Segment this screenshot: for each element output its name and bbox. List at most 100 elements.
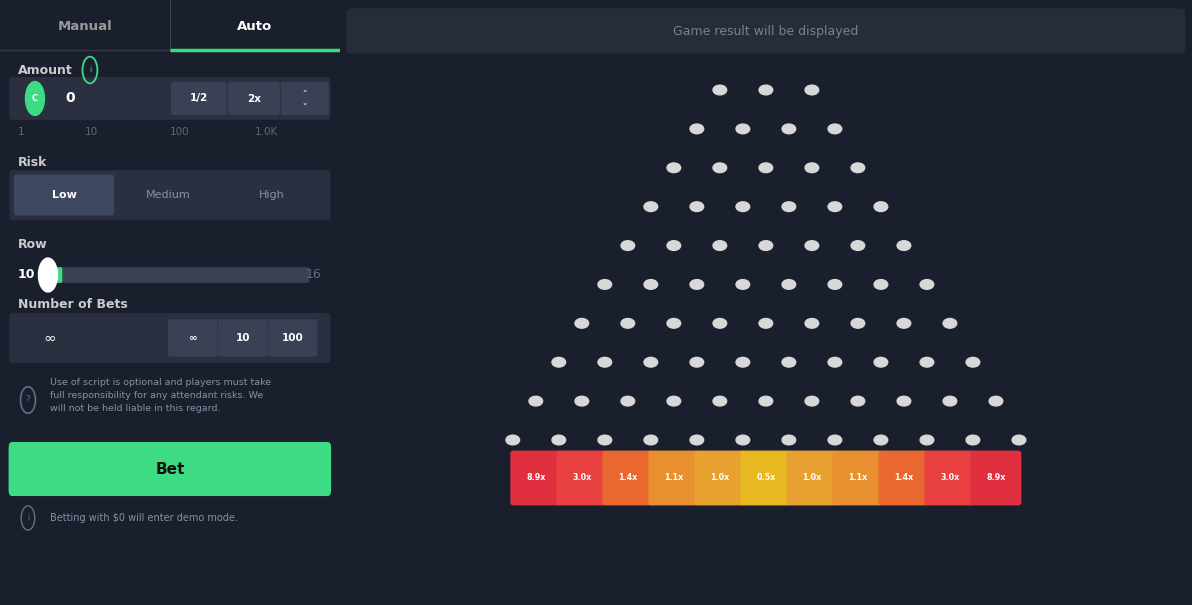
FancyBboxPatch shape xyxy=(10,313,330,363)
Circle shape xyxy=(38,258,57,292)
FancyBboxPatch shape xyxy=(228,82,280,115)
Circle shape xyxy=(713,241,727,250)
Circle shape xyxy=(529,396,542,406)
Circle shape xyxy=(505,435,520,445)
Circle shape xyxy=(851,241,864,250)
Text: 100: 100 xyxy=(169,127,190,137)
Circle shape xyxy=(668,241,681,250)
Circle shape xyxy=(782,202,796,212)
Text: 1: 1 xyxy=(18,127,25,137)
Text: 1.0K: 1.0K xyxy=(255,127,278,137)
Text: Betting with $0 will enter demo mode.: Betting with $0 will enter demo mode. xyxy=(50,513,238,523)
Circle shape xyxy=(713,85,727,95)
Circle shape xyxy=(920,280,933,289)
Circle shape xyxy=(782,435,796,445)
Circle shape xyxy=(989,396,1002,406)
Text: Manual: Manual xyxy=(57,19,112,33)
Circle shape xyxy=(713,318,727,328)
Circle shape xyxy=(575,318,589,328)
Circle shape xyxy=(874,202,888,212)
Circle shape xyxy=(552,435,566,445)
Text: 10: 10 xyxy=(236,333,250,343)
Circle shape xyxy=(782,358,796,367)
Circle shape xyxy=(1012,435,1026,445)
Circle shape xyxy=(644,280,658,289)
Circle shape xyxy=(668,318,681,328)
Text: 1.4x: 1.4x xyxy=(894,474,913,483)
FancyBboxPatch shape xyxy=(695,451,745,505)
FancyBboxPatch shape xyxy=(14,175,114,215)
Text: Number of Bets: Number of Bets xyxy=(18,298,128,312)
Circle shape xyxy=(690,202,703,212)
Circle shape xyxy=(966,435,980,445)
Circle shape xyxy=(828,124,842,134)
Circle shape xyxy=(828,280,842,289)
Circle shape xyxy=(598,280,611,289)
Circle shape xyxy=(735,202,750,212)
Text: C: C xyxy=(32,94,38,103)
Text: 100: 100 xyxy=(281,333,304,343)
FancyBboxPatch shape xyxy=(557,451,607,505)
Text: 8.9x: 8.9x xyxy=(986,474,1006,483)
Circle shape xyxy=(598,435,611,445)
Text: i: i xyxy=(88,65,91,74)
Circle shape xyxy=(713,163,727,172)
Circle shape xyxy=(828,358,842,367)
Text: 1.0x: 1.0x xyxy=(710,474,730,483)
Text: 3.0x: 3.0x xyxy=(572,474,591,483)
Text: Game result will be displayed: Game result will be displayed xyxy=(673,24,858,38)
Text: 8.9x: 8.9x xyxy=(526,474,546,483)
Text: 1.1x: 1.1x xyxy=(849,474,868,483)
FancyBboxPatch shape xyxy=(218,319,267,356)
FancyBboxPatch shape xyxy=(925,451,975,505)
Text: Amount: Amount xyxy=(18,64,73,76)
Circle shape xyxy=(805,396,819,406)
Text: 16: 16 xyxy=(306,269,322,281)
Circle shape xyxy=(621,396,634,406)
Circle shape xyxy=(920,435,933,445)
Circle shape xyxy=(851,318,864,328)
Circle shape xyxy=(644,358,658,367)
Text: 0: 0 xyxy=(64,91,75,105)
Circle shape xyxy=(644,435,658,445)
Circle shape xyxy=(735,280,750,289)
Text: 10: 10 xyxy=(18,269,36,281)
Circle shape xyxy=(575,396,589,406)
Circle shape xyxy=(943,396,957,406)
Circle shape xyxy=(621,318,634,328)
FancyBboxPatch shape xyxy=(602,451,653,505)
Circle shape xyxy=(621,241,634,250)
Circle shape xyxy=(828,435,842,445)
Text: 1.0x: 1.0x xyxy=(802,474,821,483)
Text: 0.5x: 0.5x xyxy=(756,474,776,483)
FancyBboxPatch shape xyxy=(740,451,791,505)
FancyBboxPatch shape xyxy=(46,267,309,283)
Circle shape xyxy=(966,358,980,367)
Circle shape xyxy=(644,202,658,212)
Circle shape xyxy=(759,163,772,172)
Circle shape xyxy=(828,202,842,212)
FancyBboxPatch shape xyxy=(46,267,62,283)
Text: ⌃
⌄: ⌃ ⌄ xyxy=(302,90,308,107)
Circle shape xyxy=(874,280,888,289)
Circle shape xyxy=(759,85,772,95)
FancyBboxPatch shape xyxy=(648,451,700,505)
Circle shape xyxy=(782,124,796,134)
Circle shape xyxy=(943,318,957,328)
Circle shape xyxy=(782,280,796,289)
Circle shape xyxy=(735,124,750,134)
Circle shape xyxy=(898,318,911,328)
FancyBboxPatch shape xyxy=(879,451,930,505)
Circle shape xyxy=(668,163,681,172)
Text: i: i xyxy=(27,514,29,523)
Circle shape xyxy=(805,318,819,328)
FancyBboxPatch shape xyxy=(970,451,1022,505)
Circle shape xyxy=(805,85,819,95)
Circle shape xyxy=(805,241,819,250)
Circle shape xyxy=(735,435,750,445)
Text: Low: Low xyxy=(51,190,76,200)
Text: 1/2: 1/2 xyxy=(190,94,207,103)
Circle shape xyxy=(735,358,750,367)
Text: Row: Row xyxy=(18,238,48,252)
Text: 1.4x: 1.4x xyxy=(619,474,638,483)
